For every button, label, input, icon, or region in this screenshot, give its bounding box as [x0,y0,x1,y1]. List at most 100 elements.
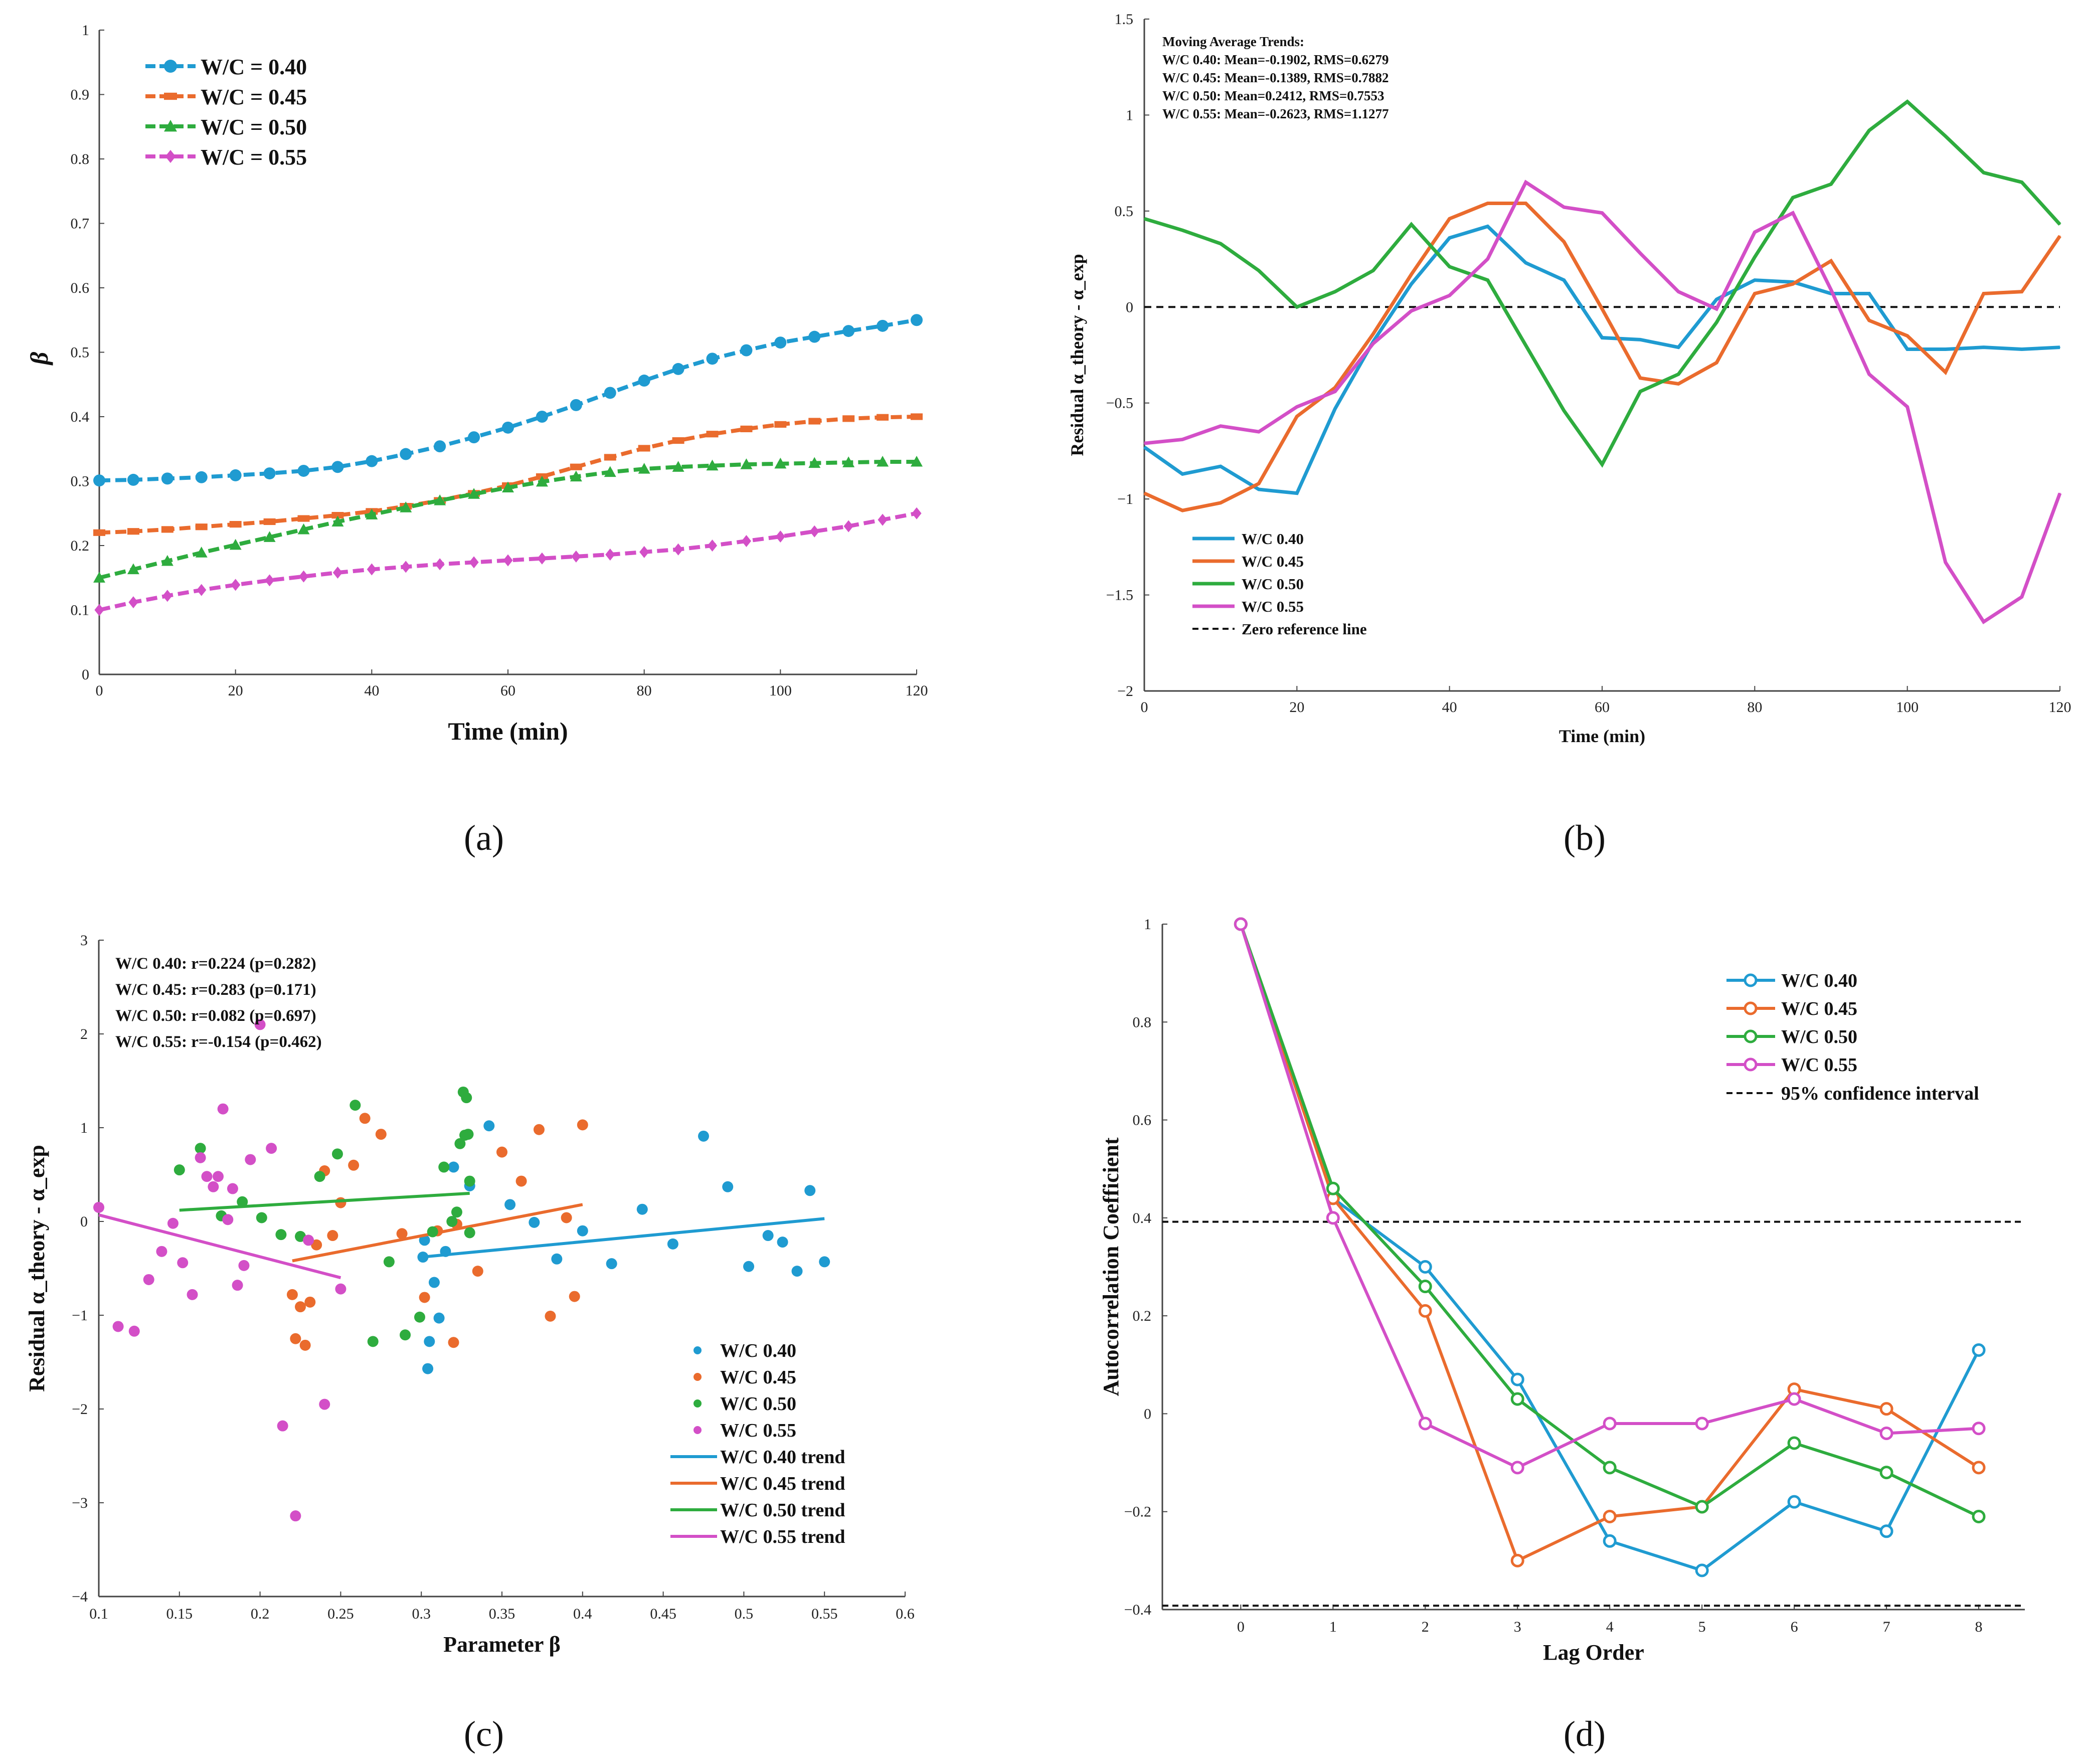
y-tick-label: 3 [80,932,88,949]
scatter-point [606,1258,617,1270]
data-point [1602,464,1603,465]
data-point [1602,337,1603,338]
data-point [93,474,105,487]
x-tick-label: 0.6 [896,1606,915,1622]
scatter-point [529,1216,540,1228]
scatter-point [551,1253,563,1265]
y-tick-label: 0.7 [71,216,90,232]
legend-marker [693,1399,702,1407]
y-tick-label: −1.5 [1106,587,1133,604]
data-point [1510,1372,1524,1386]
legend-label: W/C 0.50 trend [720,1500,845,1521]
data-point [1182,230,1183,231]
scatter-point [483,1120,495,1132]
scatter-point [311,1239,322,1251]
data-point [127,563,139,575]
data-point [366,508,378,519]
scatter-point [446,1216,458,1227]
data-point [740,425,753,433]
scatter-point [448,1161,459,1173]
y-tick-label: 0.4 [1133,1210,1152,1226]
data-point [367,563,377,576]
data-point [468,488,480,499]
y-tick-label: 1 [82,22,89,39]
data-point [127,473,139,486]
data-point [1220,502,1222,503]
data-point [1525,182,1526,183]
data-point [774,421,787,428]
scatter-point [93,1201,104,1213]
data-point [1144,446,1145,448]
legend-marker [1744,1057,1758,1072]
data-point [1411,283,1412,285]
scatter-point [359,1113,371,1124]
data-point [1983,346,1984,348]
data-point [1983,621,1984,623]
data-point [1868,320,1870,321]
x-tick-label: 0.5 [735,1606,754,1622]
scatter-point [428,1277,440,1288]
data-point [162,590,172,602]
data-point [1603,1461,1617,1475]
data-point [161,526,174,533]
scatter-point [472,1266,483,1277]
x-axis-label: Parameter β [443,1632,561,1657]
x-tick-label: 0 [96,682,103,699]
x-tick-label: 3 [1514,1619,1521,1635]
scatter-point [290,1333,301,1344]
data-point [468,431,480,444]
x-tick-label: 0 [1237,1619,1245,1635]
data-point [1563,207,1565,208]
y-tick-label: 0.1 [71,602,90,619]
y-tick-label: −1 [72,1307,88,1324]
data-point [1792,283,1794,285]
legend-label: W/C 0.45 [1242,553,1304,570]
data-point [537,552,547,565]
x-tick-label: 60 [500,682,515,699]
data-point [1830,184,1832,185]
data-point [1418,1304,1432,1318]
scatter-point [569,1291,580,1302]
data-point [1372,270,1374,271]
data-point [1510,1392,1524,1406]
data-point [1525,203,1526,204]
data-point [1695,1563,1709,1577]
data-point [1972,1509,1986,1523]
data-point [1787,1392,1801,1406]
data-point [1787,1436,1801,1450]
legend-marker [164,60,177,73]
y-tick-label: −4 [72,1589,88,1605]
data-point [263,467,276,480]
x-tick-label: 120 [2049,699,2071,716]
scatter-point [448,1337,459,1348]
data-point [1487,226,1488,227]
data-point [774,457,787,469]
legend-label: W/C 0.40 trend [720,1447,845,1468]
x-tick-label: 0.15 [166,1606,193,1622]
data-point [2059,346,2060,348]
y-tick-label: 0.2 [1133,1308,1152,1324]
data-point [842,456,855,467]
y-tick-label: 2 [80,1026,88,1042]
panel-label-d: (d) [1564,1714,1606,1754]
data-point [503,554,513,567]
data-point [1983,172,1984,173]
y-tick-label: 0.3 [71,473,90,490]
scatter-point [819,1256,830,1268]
scatter-point [227,1183,238,1194]
scatter-point [419,1234,430,1246]
scatter-point [667,1238,678,1250]
data-point [332,566,343,579]
x-tick-label: 0.3 [412,1606,431,1622]
data-point [195,523,208,531]
scatter-point [777,1237,788,1248]
legend-label: W/C = 0.45 [201,85,307,109]
annotation-line: W/C 0.50: Mean=0.2412, RMS=0.7553 [1162,88,1384,103]
data-point [195,547,208,558]
data-point [263,531,276,542]
scatter-point [128,1325,140,1337]
data-point [1296,306,1298,308]
data-point [1487,203,1488,204]
data-point [1449,237,1450,239]
